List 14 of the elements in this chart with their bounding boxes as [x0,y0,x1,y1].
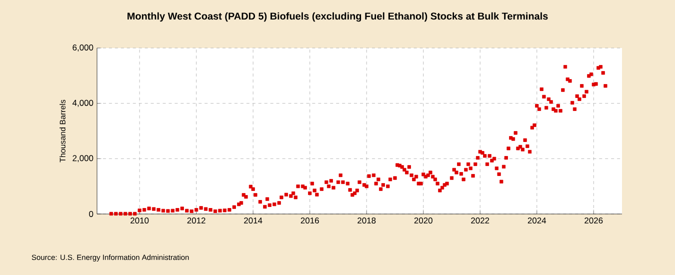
x-tick-label: 2018 [358,218,376,224]
x-tick-label: 2024 [528,218,546,224]
y-tick-label: 2,000 [72,155,94,162]
x-tick-label: 2016 [300,218,319,224]
x-tick-label: 2010 [130,218,149,224]
x-tick-label: 2012 [187,218,206,224]
x-tick-label: 2022 [471,218,490,224]
x-tick-label: 2020 [414,218,432,224]
x-tick-label: 2014 [244,218,262,224]
chart-title: Monthly West Coast (PADD 5) Biofuels (excluding Fuel Ethanol) Stocks at Bulk Terminals [128,12,548,22]
y-tick-label: 4,000 [72,100,94,107]
y-tick-label: 6,000 [72,44,94,52]
x-tick-label: 2026 [584,218,603,224]
y-tick-label: 0 [89,211,94,217]
